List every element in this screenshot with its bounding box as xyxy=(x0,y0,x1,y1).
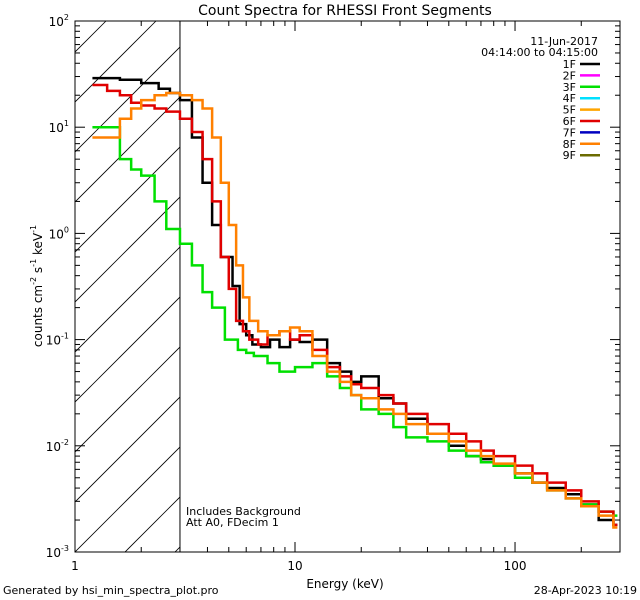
legend-label-2F: 2F xyxy=(563,69,576,82)
hatch-line xyxy=(475,21,640,552)
chart-title: Count Spectra for RHESSI Front Segments xyxy=(198,3,492,19)
legend-label-8F: 8F xyxy=(563,138,576,151)
x-tick-label: 100 xyxy=(504,559,527,573)
footer-timestamp: 28-Apr-2023 10:19 xyxy=(534,584,637,597)
legend-label-5F: 5F xyxy=(563,104,576,117)
legend-label-9F: 9F xyxy=(563,149,576,162)
hatch-line xyxy=(575,21,640,552)
series-1F xyxy=(92,76,618,527)
series-3F xyxy=(92,125,618,517)
hatch-line xyxy=(0,21,56,552)
legend-label-3F: 3F xyxy=(563,81,576,94)
hatch-line xyxy=(75,396,180,503)
y-tick-label: 10-1 xyxy=(46,332,69,348)
hatch-line xyxy=(225,21,640,552)
y-axis-label: counts cm-2 s-1 keV-1 xyxy=(29,225,45,347)
legend-label-6F: 6F xyxy=(563,115,576,128)
x-tick-label: 1 xyxy=(71,559,79,573)
legend-label-4F: 4F xyxy=(563,92,576,105)
series-8F xyxy=(92,91,618,529)
hatch-line xyxy=(0,21,6,552)
hatch-line xyxy=(625,21,640,552)
y-tick-label: 101 xyxy=(49,119,69,135)
annotation-background: Includes Background xyxy=(186,505,301,518)
hatch-line xyxy=(75,446,180,552)
series-layer xyxy=(92,76,618,529)
legend-time-range: 04:14:00 to 04:15:00 xyxy=(481,46,598,59)
legend-label-1F: 1F xyxy=(563,58,576,71)
series-6F xyxy=(92,83,618,527)
footer-generated-by: Generated by hsi_min_spectra_plot.pro xyxy=(3,584,219,597)
x-axis-label: Energy (keV) xyxy=(306,577,383,591)
y-tick-label: 10-3 xyxy=(46,544,69,560)
hatch-line xyxy=(75,246,180,353)
hatch-line xyxy=(75,46,180,153)
x-tick-label: 10 xyxy=(287,559,302,573)
hatch-line xyxy=(325,21,640,552)
hatch-line xyxy=(275,21,640,552)
hatch-line xyxy=(75,21,157,103)
y-tick-label: 100 xyxy=(49,225,69,241)
legend-label-7F: 7F xyxy=(563,126,576,139)
hatch-line xyxy=(75,196,180,303)
y-tick-label: 102 xyxy=(49,13,69,29)
annotation-attenuator: Att A0, FDecim 1 xyxy=(186,516,279,529)
axis-ticks xyxy=(74,20,621,553)
plot-frame xyxy=(74,20,621,553)
legend-date: 11-Jun-2017 xyxy=(530,35,598,48)
y-tick-label: 10-2 xyxy=(46,438,69,454)
hatch-line xyxy=(375,21,640,552)
axis-tick-labels: 1 10 100 10-3 10-2 10-1 100 101 102 xyxy=(46,13,527,573)
